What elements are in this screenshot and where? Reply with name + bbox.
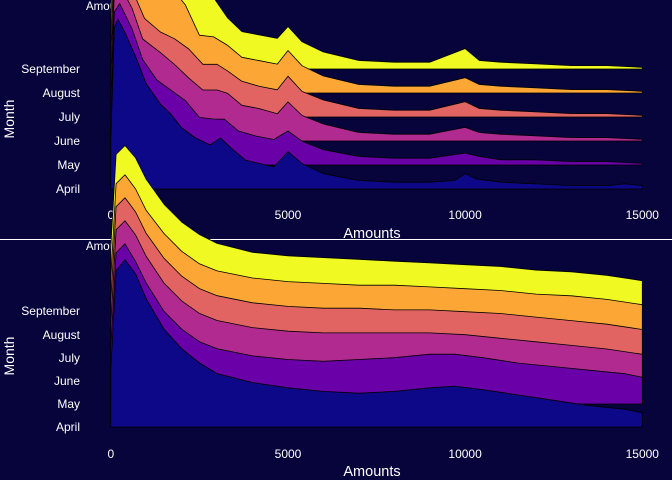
y-tick-label-august: August: [43, 328, 81, 342]
x-tick-label-0: 0: [107, 447, 114, 461]
y-axis-label: Month: [1, 337, 17, 376]
y-tick-label-june: June: [54, 374, 80, 388]
ridge-august: [110, 174, 643, 336]
ridge-april: [110, 259, 643, 428]
ridges: [110, 145, 643, 428]
y-tick-labels: April May June July August September: [21, 304, 80, 434]
y-tick-label-july: July: [59, 351, 80, 365]
ridge-may: [110, 243, 643, 405]
x-tick-label-15000: 15000: [626, 447, 660, 461]
x-tick-label-0: 0: [107, 208, 114, 222]
y-tick-labels: April May June July August September: [21, 62, 80, 196]
y-tick-label-may: May: [57, 397, 80, 411]
ridge-july: [110, 197, 643, 359]
y-tick-label-july: July: [59, 110, 80, 124]
y-tick-label-august: August: [43, 86, 81, 100]
x-tick-label-5000: 5000: [275, 208, 302, 222]
ridges: [110, 0, 643, 190]
x-tick-label-15000: 15000: [626, 208, 660, 222]
amount-billed-chart: Amount Billed Over Time Month Amounts Ap…: [1, 145, 659, 480]
x-tick-labels: 0 5000 10000 15000: [107, 447, 659, 461]
ridge-july: [110, 0, 643, 118]
x-tick-label-10000: 10000: [448, 208, 482, 222]
y-axis-label: Month: [1, 100, 17, 139]
x-axis-label: Amounts: [343, 464, 400, 480]
x-tick-label-10000: 10000: [448, 447, 482, 461]
x-tick-label-5000: 5000: [275, 447, 302, 461]
y-tick-label-september: September: [21, 304, 80, 318]
y-tick-label-may: May: [57, 158, 80, 172]
y-tick-label-june: June: [54, 134, 80, 148]
ridge-september: [110, 145, 643, 312]
y-tick-label-april: April: [56, 182, 80, 196]
ridge-june: [110, 220, 643, 382]
x-axis-label: Amounts: [343, 226, 400, 242]
amount-paid-chart: Amount Paid Over Time Month Amounts Apri…: [1, 0, 659, 242]
y-tick-label-september: September: [21, 62, 80, 76]
y-tick-label-april: April: [56, 420, 80, 434]
x-tick-labels: 0 5000 10000 15000: [107, 208, 659, 222]
ridge-august: [110, 0, 643, 94]
ridge-june: [110, 0, 643, 142]
ridge-april: [110, 18, 643, 190]
